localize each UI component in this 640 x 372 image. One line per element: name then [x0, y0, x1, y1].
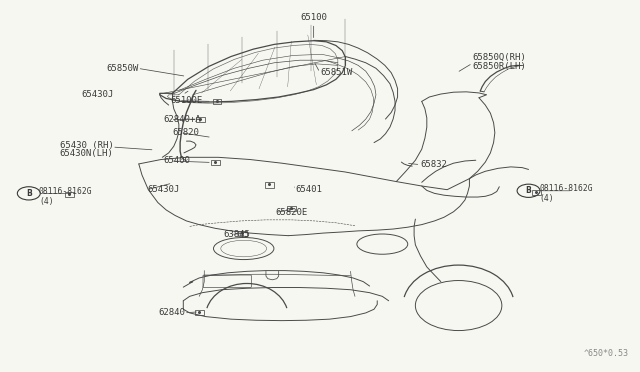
Text: 65850R(LH): 65850R(LH) [472, 62, 526, 71]
Text: 65820E: 65820E [275, 208, 308, 217]
Text: B: B [525, 186, 531, 195]
Text: 65100E: 65100E [171, 96, 203, 105]
Text: 65850Q(RH): 65850Q(RH) [472, 53, 526, 62]
Text: B: B [26, 189, 31, 198]
Text: 63845: 63845 [223, 230, 250, 239]
Text: 65851W: 65851W [320, 68, 352, 77]
Text: 65400: 65400 [163, 157, 190, 166]
Text: 65430 (RH): 65430 (RH) [60, 141, 113, 150]
Text: ^650*0.53: ^650*0.53 [584, 349, 628, 358]
Text: 62840: 62840 [158, 308, 185, 317]
Text: 62840+A: 62840+A [163, 115, 200, 124]
Text: 65832: 65832 [420, 160, 447, 169]
Text: 08116-8162G
(4): 08116-8162G (4) [39, 187, 93, 206]
Text: 65820: 65820 [173, 128, 200, 137]
Text: 65430N(LH): 65430N(LH) [60, 149, 113, 158]
Text: 65401: 65401 [296, 185, 323, 194]
Text: 65430J: 65430J [81, 90, 113, 99]
Text: 65100: 65100 [300, 13, 327, 22]
Text: 08116-8162G
(4): 08116-8162G (4) [540, 184, 593, 203]
Text: 65430J: 65430J [147, 185, 179, 194]
Text: 65850W: 65850W [106, 64, 139, 73]
